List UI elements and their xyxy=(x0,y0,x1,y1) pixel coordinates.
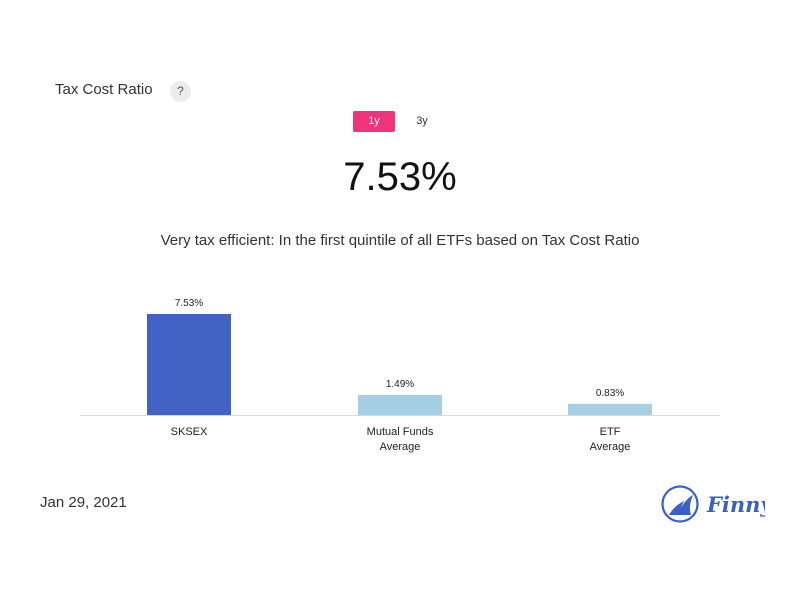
bar xyxy=(568,403,652,415)
bar-value-label: 7.53% xyxy=(175,298,203,309)
bar-chart: 7.53% SKSEX 1.49% Mutual Funds Average 0.83% E… xyxy=(80,298,720,453)
tax-cost-ratio-value: 7.53% xyxy=(343,155,457,199)
bar-value-label: 1.49% xyxy=(386,379,414,390)
category-label: ETF xyxy=(600,426,621,438)
category-label: SKSEX xyxy=(171,426,208,438)
efficiency-description: Very tax efficient: In the first quintil… xyxy=(160,232,640,249)
as-of-date: Jan 29, 2021 xyxy=(40,494,127,511)
tab-3y[interactable]: 3y xyxy=(416,115,428,127)
bar xyxy=(358,395,442,415)
finny-wordmark: Finny xyxy=(706,492,765,517)
category-label: Average xyxy=(380,441,421,453)
help-icon[interactable]: ? xyxy=(170,81,191,102)
finny-sail-icon xyxy=(661,485,699,523)
category-label: Average xyxy=(590,441,631,453)
bar-value-label: 0.83% xyxy=(596,388,624,399)
chart-heading: Tax Cost Ratio xyxy=(55,81,153,98)
tab-1y[interactable]: 1y xyxy=(353,111,395,132)
bar xyxy=(147,314,231,415)
category-label: Mutual Funds xyxy=(367,426,434,438)
finny-logo: Finny xyxy=(661,485,765,523)
